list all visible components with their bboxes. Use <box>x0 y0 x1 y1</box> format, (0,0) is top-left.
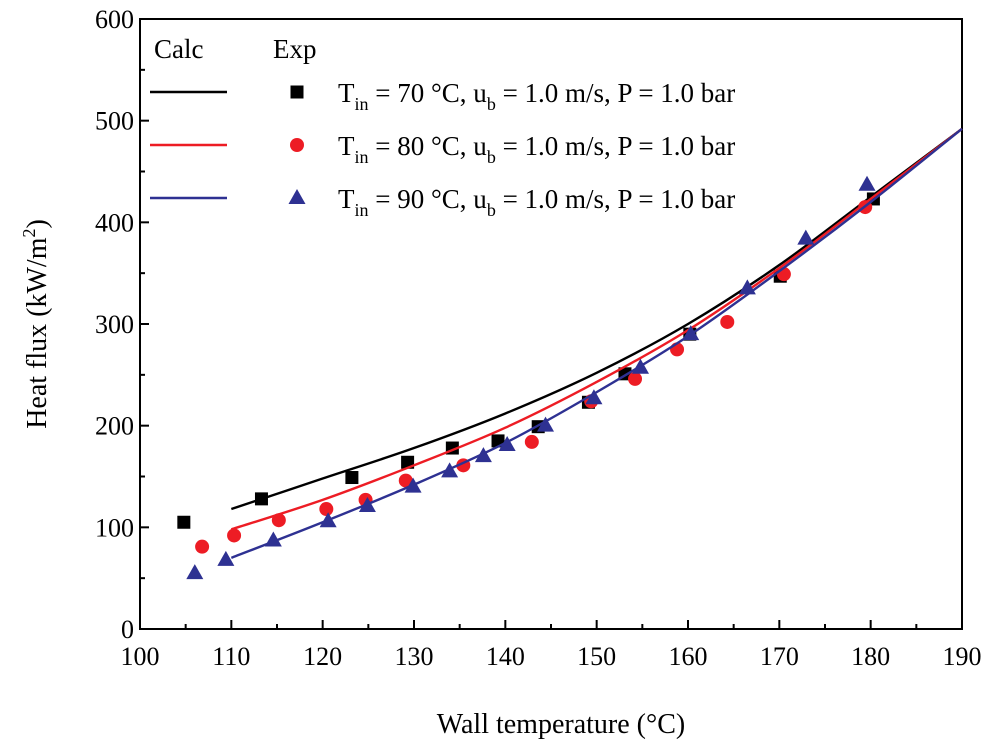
plot-area <box>177 127 963 580</box>
data-point-circle <box>271 513 286 528</box>
series-90 <box>186 127 963 580</box>
data-point-square <box>345 471 359 485</box>
data-point-triangle <box>441 462 459 478</box>
y-tick-label: 600 <box>95 5 134 34</box>
data-point-triangle <box>186 564 204 580</box>
data-point-circle <box>227 528 242 543</box>
data-point-circle <box>290 138 304 152</box>
data-point-square <box>254 492 268 506</box>
data-point-circle <box>524 434 539 449</box>
legend-calc-header: Calc <box>154 34 203 64</box>
y-tick-label: 100 <box>95 513 134 542</box>
y-axis-title: Heat flux (kW/m2) <box>19 219 53 429</box>
x-tick-label: 190 <box>943 642 982 671</box>
x-tick-label: 130 <box>395 642 434 671</box>
x-tick-label: 110 <box>212 642 250 671</box>
legend: Calc Exp Tin = 70 °C, ub = 1.0 m/s, P = 1.… <box>150 34 735 220</box>
legend-exp-header: Exp <box>273 34 317 64</box>
data-point-triangle <box>632 358 650 374</box>
data-point-triangle <box>537 416 555 432</box>
data-point-circle <box>776 267 791 282</box>
data-point-triangle <box>264 531 282 547</box>
legend-entry-80: Tin = 80 °C, ub = 1.0 m/s, P = 1.0 bar <box>150 131 735 167</box>
x-tick-label: 180 <box>851 642 890 671</box>
y-tick-label: 400 <box>95 208 134 237</box>
x-tick-label: 170 <box>760 642 799 671</box>
data-point-triangle <box>585 389 603 405</box>
data-point-triangle <box>682 325 700 341</box>
legend-entry-70: Tin = 70 °C, ub = 1.0 m/s, P = 1.0 bar <box>150 78 735 114</box>
legend-label: Tin = 90 °C, ub = 1.0 m/s, P = 1.0 bar <box>338 184 735 220</box>
data-point-circle <box>628 371 643 386</box>
x-tick-label: 140 <box>486 642 525 671</box>
y-tick-label: 0 <box>121 615 134 644</box>
data-point-triangle <box>738 279 756 295</box>
data-point-triangle <box>288 189 306 204</box>
y-tick-label: 300 <box>95 310 134 339</box>
x-tick-label: 120 <box>303 642 342 671</box>
data-point-triangle <box>319 512 337 528</box>
data-point-triangle <box>404 477 422 493</box>
axes: 100 110 120 130 140 150 160 170 180 1900100200300… <box>19 5 982 740</box>
data-point-triangle <box>498 435 516 451</box>
legend-entry-90: Tin = 90 °C, ub = 1.0 m/s, P = 1.0 bar <box>150 184 735 220</box>
calc-line-80 <box>230 127 963 531</box>
x-tick-label: 150 <box>577 642 616 671</box>
calc-line-90 <box>230 127 963 559</box>
legend-label: Tin = 80 °C, ub = 1.0 m/s, P = 1.0 bar <box>338 131 735 167</box>
data-point-circle <box>720 314 735 329</box>
data-point-circle <box>319 502 334 517</box>
data-point-triangle <box>797 229 815 245</box>
x-axis-title: Wall temperature (°C) <box>437 709 685 740</box>
x-tick-label: 160 <box>669 642 708 671</box>
data-point-circle <box>398 473 413 488</box>
data-point-triangle <box>474 447 492 463</box>
data-point-square <box>177 515 191 529</box>
data-point-circle <box>195 539 210 554</box>
data-point-triangle <box>358 496 376 512</box>
data-point-triangle <box>858 175 876 191</box>
y-tick-label: 500 <box>95 107 134 136</box>
y-tick-label: 200 <box>95 412 134 441</box>
x-tick-label: 100 <box>121 642 160 671</box>
data-point-square <box>290 85 304 99</box>
data-point-triangle <box>217 550 235 566</box>
plot-frame <box>139 18 963 630</box>
legend-label: Tin = 70 °C, ub = 1.0 m/s, P = 1.0 bar <box>338 78 735 114</box>
calc-line-70 <box>230 127 963 511</box>
